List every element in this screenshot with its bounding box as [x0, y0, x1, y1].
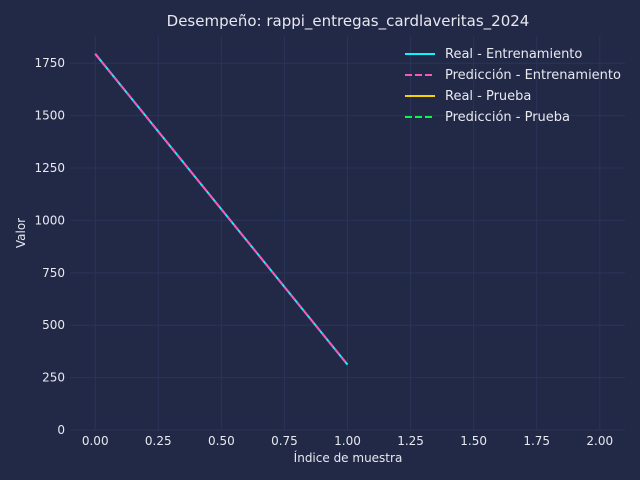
y-tick-label: 1500	[34, 109, 65, 123]
y-tick-label: 0	[57, 423, 65, 437]
legend-label: Predicción - Prueba	[445, 110, 570, 125]
legend-label: Predicción - Entrenamiento	[445, 68, 621, 83]
x-tick-label: 1.25	[397, 434, 424, 448]
series-line	[94, 53, 349, 366]
x-tick-labels: 0.00 0.25 0.50 0.75 1.00 1.25 1.50 1.75 2.00	[82, 434, 613, 448]
x-tick-label: 1.00	[334, 434, 361, 448]
grid-lines	[70, 36, 625, 431]
y-tick-label: 250	[42, 371, 65, 385]
y-tick-labels: 0 250 500 750 1000 1250 1500 1750	[34, 56, 65, 437]
y-tick-label: 500	[42, 318, 65, 332]
legend-label: Real - Entrenamiento	[445, 47, 582, 62]
x-tick-label: 0.75	[271, 434, 298, 448]
x-tick-label: 0.25	[145, 434, 172, 448]
x-tick-label: 1.50	[460, 434, 487, 448]
legend-label: Real - Prueba	[445, 89, 531, 104]
y-tick-label: 1750	[34, 56, 65, 70]
x-tick-label: 0.50	[208, 434, 235, 448]
x-tick-label: 0.00	[82, 434, 109, 448]
y-tick-label: 750	[42, 266, 65, 280]
chart-title: Desempeño: rappi_entregas_cardlaveritas_…	[167, 12, 530, 31]
x-tick-label: 1.75	[523, 434, 550, 448]
y-tick-label: 1250	[34, 161, 65, 175]
x-tick-label: 2.00	[586, 434, 613, 448]
series-lines	[94, 53, 349, 366]
y-axis-label: Valor	[14, 218, 28, 248]
legend: Real - Entrenamiento Predicción - Entrena…	[405, 47, 621, 125]
y-tick-label: 1000	[34, 213, 65, 227]
x-axis-label: Índice de muestra	[294, 450, 403, 465]
